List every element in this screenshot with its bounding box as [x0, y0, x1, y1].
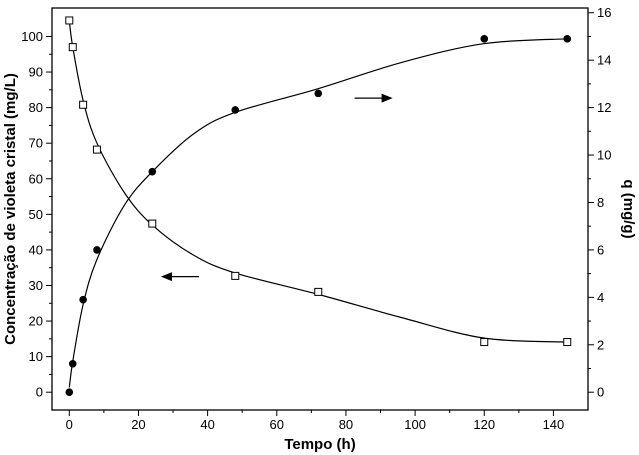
x-tick-label: 140	[543, 417, 565, 432]
plot-border	[51, 7, 589, 411]
x-tick-label: 120	[473, 417, 495, 432]
right-y-tick-label: 12	[597, 100, 611, 115]
circle-marker	[148, 167, 157, 176]
square-marker	[314, 287, 323, 296]
plot-frame	[51, 7, 589, 411]
left-y-axis-title: Concentração de violeta cristal (mg/L)	[2, 73, 19, 345]
left-y-tick-label: 40	[29, 242, 43, 257]
left-y-tick-label: 80	[29, 100, 43, 115]
right-y-tick-label: 4	[597, 290, 604, 305]
square-marker	[92, 145, 101, 154]
square-marker	[68, 43, 77, 52]
square-marker	[231, 271, 240, 280]
square-marker	[480, 338, 489, 347]
fit-curve-left	[68, 20, 568, 343]
right-y-axis-title: q (mg/g)	[620, 179, 637, 238]
left-y-tick-label: 60	[29, 171, 43, 186]
circle-marker	[65, 388, 74, 397]
left-y-tick-label: 0	[36, 385, 43, 400]
left-y-tick-label: 100	[21, 29, 43, 44]
square-marker	[563, 338, 572, 347]
left-y-tick-label: 20	[29, 314, 43, 329]
x-tick-label: 80	[339, 417, 353, 432]
square-marker	[79, 100, 88, 109]
x-tick-label: 100	[404, 417, 426, 432]
right-y-tick-label: 10	[597, 148, 611, 163]
right-y-tick-label: 16	[597, 5, 611, 20]
square-marker	[65, 16, 74, 25]
left-y-tick-label: 70	[29, 136, 43, 151]
x-axis-title: Tempo (h)	[284, 436, 355, 453]
x-tick-label: 60	[270, 417, 284, 432]
x-tick-label: 0	[66, 417, 73, 432]
arrow-left-head	[160, 272, 172, 282]
circle-marker	[480, 35, 489, 43]
left-y-tick-label: 50	[29, 207, 43, 222]
circle-marker	[79, 295, 87, 304]
circle-marker	[314, 89, 323, 98]
right-y-tick-label: 0	[597, 385, 604, 400]
circle-marker	[68, 359, 77, 368]
right-y-tick-label: 8	[597, 195, 604, 210]
x-tick-label: 40	[200, 417, 214, 432]
left-y-tick-label: 30	[29, 278, 43, 293]
data-markers	[65, 16, 572, 397]
square-marker	[148, 219, 157, 228]
x-tick-label: 20	[131, 417, 145, 432]
right-y-tick-label: 14	[597, 53, 611, 68]
left-y-tick-label: 90	[29, 65, 43, 80]
right-y-tick-label: 6	[597, 242, 604, 257]
right-y-tick-label: 2	[597, 337, 604, 352]
axis-ticks: 0 20 40 60 80 100 120 1400102030405060708090100…	[21, 5, 611, 432]
circle-marker	[231, 106, 240, 114]
circle-marker	[563, 35, 572, 43]
left-y-tick-label: 10	[29, 349, 43, 364]
circle-marker	[93, 246, 101, 254]
fit-curve-right	[68, 38, 568, 388]
fit-curves	[68, 20, 568, 388]
annotations	[160, 93, 393, 282]
arrow-right-head	[381, 93, 393, 103]
